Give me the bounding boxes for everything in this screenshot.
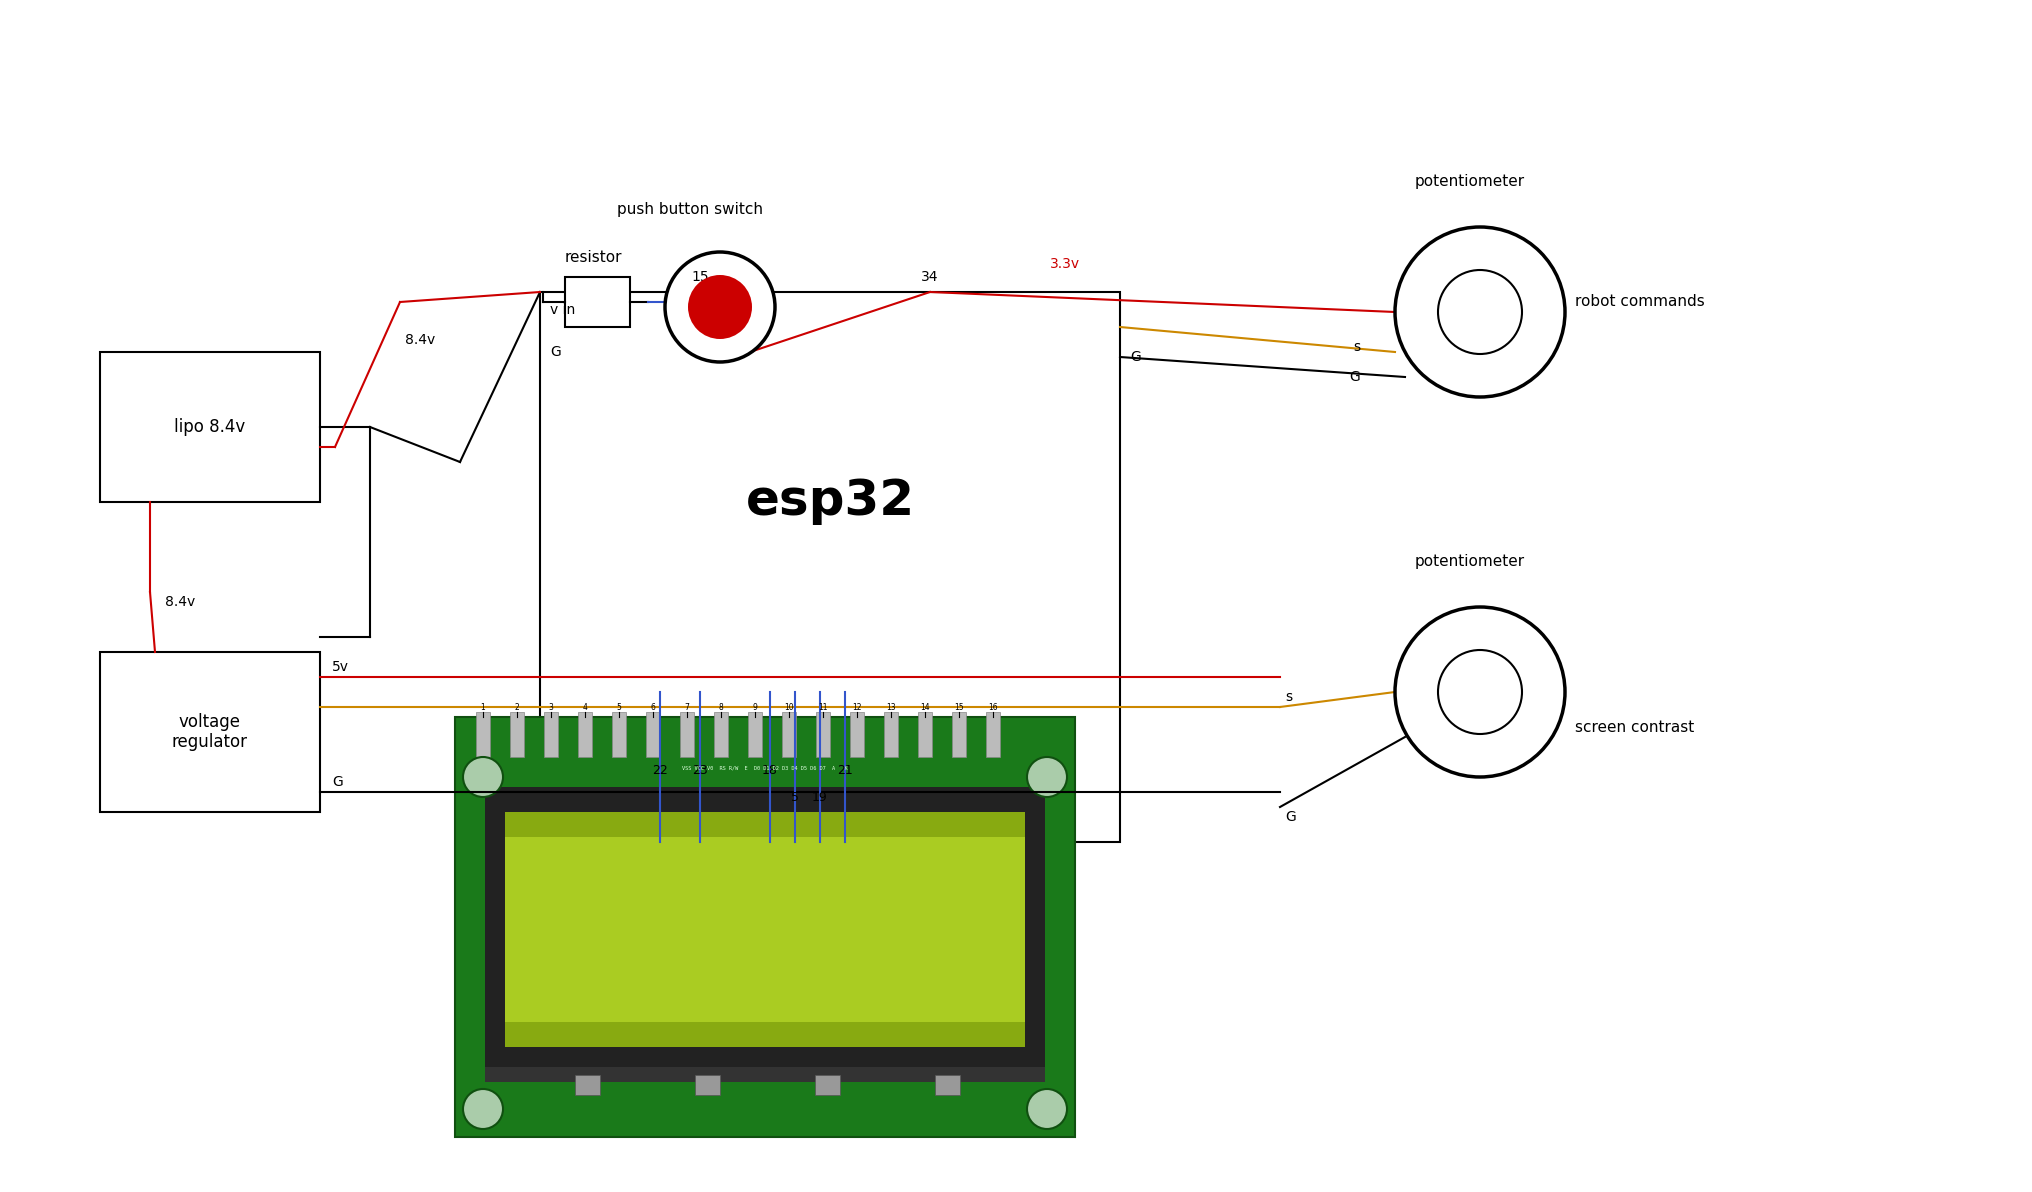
Text: G: G (1349, 370, 1359, 384)
Text: 12: 12 (851, 703, 862, 712)
Text: 5: 5 (790, 791, 799, 803)
Circle shape (463, 1089, 504, 1129)
Text: lipo 8.4v: lipo 8.4v (175, 418, 246, 436)
Text: 15: 15 (691, 271, 709, 284)
Text: 11: 11 (819, 703, 827, 712)
Text: 10: 10 (784, 703, 795, 712)
Circle shape (664, 252, 774, 362)
Circle shape (1026, 1089, 1067, 1129)
Bar (575, 1075, 599, 1095)
Text: G: G (551, 344, 561, 359)
Bar (782, 712, 797, 757)
Text: 15: 15 (955, 703, 963, 712)
Bar (748, 712, 762, 757)
Circle shape (1026, 757, 1067, 797)
Text: 7: 7 (685, 703, 689, 712)
Bar (541, 292, 1120, 842)
Text: voltage
regulator: voltage regulator (173, 713, 248, 751)
Bar (935, 1075, 959, 1095)
Text: 23: 23 (693, 764, 707, 777)
Bar (506, 812, 1024, 837)
Circle shape (1439, 271, 1522, 354)
Text: s: s (1284, 690, 1292, 704)
Text: 14: 14 (920, 703, 931, 712)
Text: 22: 22 (652, 764, 669, 777)
Bar (100, 352, 319, 502)
Text: 21: 21 (837, 764, 853, 777)
Bar (986, 712, 1000, 757)
Text: G: G (1284, 811, 1296, 824)
Circle shape (1439, 650, 1522, 734)
Text: 3.3v: 3.3v (1051, 257, 1081, 271)
Bar (918, 712, 933, 757)
Bar (884, 712, 898, 757)
Text: 8.4v: 8.4v (165, 595, 195, 609)
Text: 8: 8 (719, 703, 723, 712)
Text: 8.4v: 8.4v (404, 333, 435, 347)
Bar (486, 1067, 1044, 1082)
Bar (695, 1075, 719, 1095)
Text: s: s (1353, 340, 1359, 354)
Text: VSS VCC V0  RS R/W  E  D0 D1 D2 D3 D4 D5 D6 D7  A   K: VSS VCC V0 RS R/W E D0 D1 D2 D3 D4 D5 D6… (683, 765, 847, 770)
Bar (545, 712, 559, 757)
Circle shape (1396, 226, 1565, 397)
Bar (681, 712, 695, 757)
Bar (849, 712, 864, 757)
Text: G: G (331, 775, 343, 789)
Bar (713, 712, 727, 757)
Text: 1: 1 (482, 703, 486, 712)
Bar (506, 812, 1024, 1047)
Circle shape (1396, 607, 1565, 777)
Text: esp32: esp32 (746, 477, 914, 524)
Text: push button switch: push button switch (618, 201, 762, 217)
Text: 34: 34 (920, 271, 939, 284)
Text: potentiometer: potentiometer (1414, 174, 1526, 190)
Text: 3: 3 (549, 703, 553, 712)
Bar (510, 712, 524, 757)
Bar (815, 1075, 839, 1095)
Text: G: G (1130, 350, 1140, 364)
Bar (612, 712, 626, 757)
Bar (475, 712, 490, 757)
Text: 16: 16 (988, 703, 998, 712)
Text: 18: 18 (762, 764, 778, 777)
Bar (565, 277, 630, 327)
Bar (953, 712, 965, 757)
Bar (486, 787, 1044, 1067)
Bar (100, 652, 319, 812)
Text: 5v: 5v (331, 660, 350, 673)
Bar (506, 1022, 1024, 1047)
Text: resistor: resistor (565, 250, 622, 265)
Circle shape (463, 757, 504, 797)
Bar (817, 712, 829, 757)
Text: 5: 5 (616, 703, 622, 712)
Text: robot commands: robot commands (1575, 294, 1705, 310)
Text: potentiometer: potentiometer (1414, 554, 1526, 569)
Text: 13: 13 (886, 703, 896, 712)
Text: v in: v in (551, 303, 575, 317)
Text: 4: 4 (583, 703, 587, 712)
Text: 9: 9 (752, 703, 758, 712)
Bar (646, 712, 660, 757)
Text: screen contrast: screen contrast (1575, 720, 1695, 734)
Text: 6: 6 (650, 703, 656, 712)
Text: 2: 2 (514, 703, 520, 712)
Bar (455, 718, 1075, 1137)
Text: 19: 19 (813, 791, 827, 803)
Circle shape (689, 275, 752, 339)
Bar (577, 712, 591, 757)
